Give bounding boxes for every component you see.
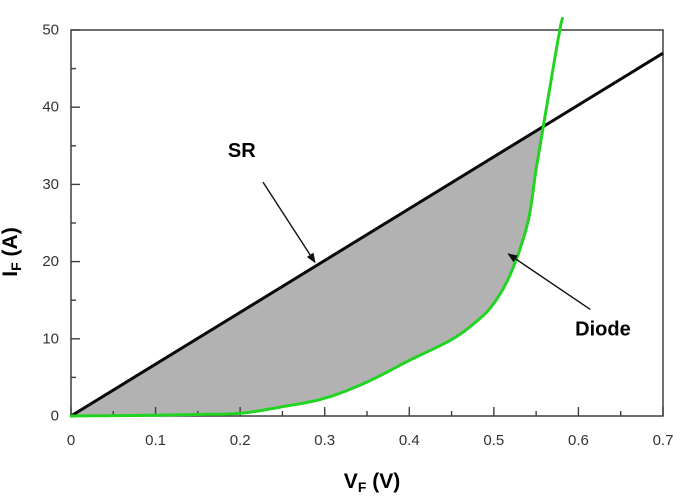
x-tick-label: 0.1 bbox=[145, 432, 166, 449]
annotation-arrow bbox=[507, 253, 591, 311]
diode-curve bbox=[69, 16, 564, 418]
y-tick-label: 10 bbox=[42, 330, 59, 347]
x-tick-label: 0.4 bbox=[399, 432, 420, 449]
x-tick-label: 0.6 bbox=[568, 432, 589, 449]
annotation-sr: SR bbox=[228, 140, 316, 264]
y-tick-label: 40 bbox=[42, 99, 59, 116]
y-tick-label: 50 bbox=[42, 22, 59, 39]
x-tick-label: 0.7 bbox=[653, 432, 674, 449]
annotation-label: Diode bbox=[575, 319, 631, 341]
x-axis-title: VF (V) bbox=[344, 470, 400, 495]
x-tick-label: 0.2 bbox=[230, 432, 251, 449]
x-tick-label: 0 bbox=[67, 432, 75, 449]
x-tick-label: 0.3 bbox=[314, 432, 335, 449]
annotation-diode: Diode bbox=[507, 253, 631, 341]
y-axis-title: IF (A) bbox=[0, 227, 24, 276]
annotation-label: SR bbox=[228, 140, 256, 162]
sr-line bbox=[70, 51, 664, 418]
annotation-arrow bbox=[262, 181, 316, 264]
y-tick-label: 0 bbox=[51, 408, 59, 425]
y-tick-label: 20 bbox=[42, 253, 59, 270]
x-tick-label: 0.5 bbox=[483, 432, 504, 449]
y-tick-label: 30 bbox=[42, 176, 59, 193]
